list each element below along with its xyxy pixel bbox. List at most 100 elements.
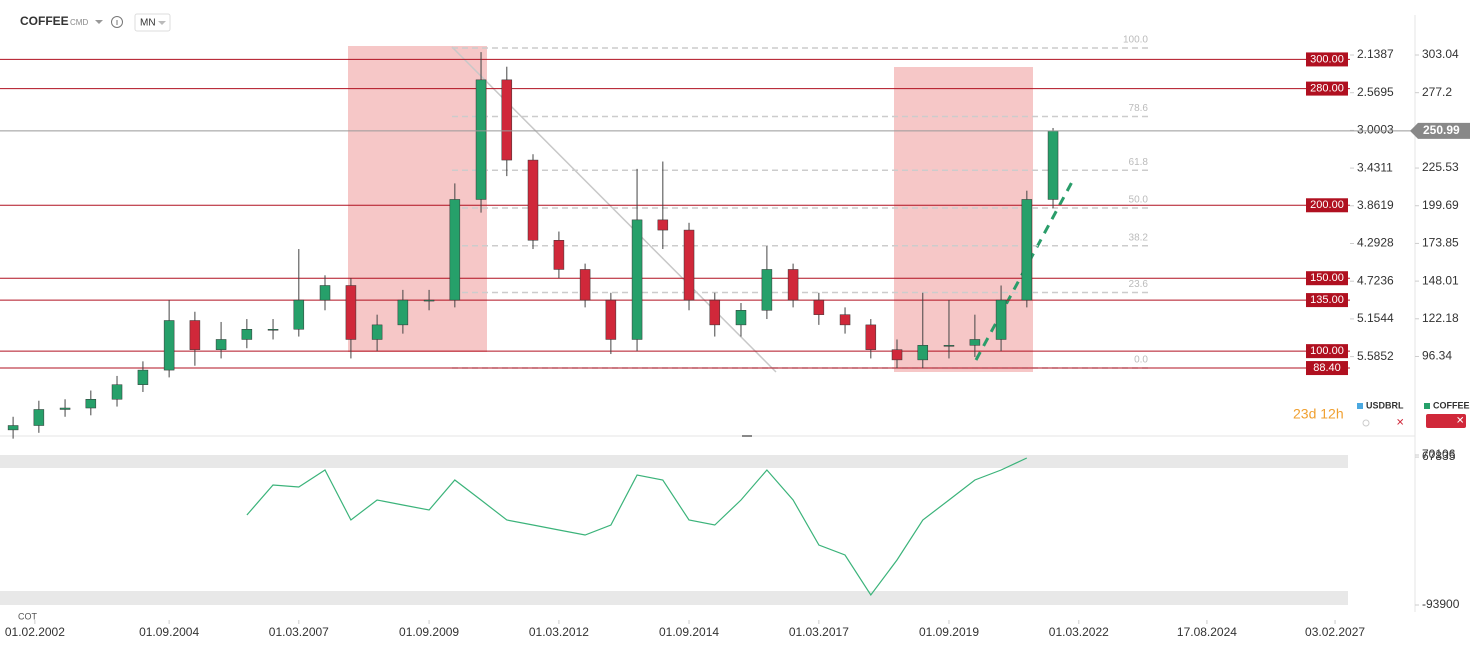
candle-body xyxy=(605,299,617,340)
level-label: 100.00 xyxy=(1310,345,1344,357)
x-tick-label: 01.09.2019 xyxy=(919,625,979,639)
y2-tick-label: 3.0003 xyxy=(1357,123,1394,137)
candle-body xyxy=(293,299,305,330)
candle-body xyxy=(59,407,71,410)
candle-body xyxy=(1021,199,1033,301)
candle-body xyxy=(943,345,955,347)
level-label-box xyxy=(1306,271,1348,286)
fib-label: 38.2 xyxy=(1129,232,1149,243)
fib-label: 78.6 xyxy=(1129,103,1149,114)
info-icon[interactable] xyxy=(111,16,123,28)
candle-body xyxy=(995,299,1007,340)
level-label: 135.00 xyxy=(1310,294,1344,306)
cot-band xyxy=(0,455,1348,468)
level-label: 200.00 xyxy=(1310,199,1344,211)
level-label-box xyxy=(1306,198,1348,213)
y-tick-label: 70106 xyxy=(1422,447,1456,461)
candle-body xyxy=(163,320,175,371)
cot-line xyxy=(246,457,1028,597)
fib-label: 0.0 xyxy=(1134,355,1148,366)
level-label-box xyxy=(1306,293,1348,308)
level-label-box xyxy=(1306,81,1348,96)
symbol-kind: CMD xyxy=(70,18,88,27)
visibility-icon[interactable] xyxy=(1362,419,1370,427)
candle-body xyxy=(761,269,773,311)
candle-body xyxy=(709,299,721,326)
remove-icon[interactable]: ✕ xyxy=(1456,416,1464,427)
remove-icon[interactable]: ✕ xyxy=(1396,418,1404,429)
y2-tick-label: 3.8619 xyxy=(1357,198,1394,212)
candle-body xyxy=(241,329,253,340)
level-label-box xyxy=(1306,361,1348,376)
y2-tick-label: 4.2928 xyxy=(1357,236,1394,250)
interval-select[interactable] xyxy=(134,13,171,32)
symbol[interactable]: COFFEE xyxy=(20,14,69,28)
candle-body xyxy=(813,299,825,315)
series-controls[interactable] xyxy=(1426,414,1466,428)
candle-body xyxy=(527,159,539,241)
candle-body xyxy=(371,324,383,340)
candle-body xyxy=(7,425,19,431)
candle-body xyxy=(865,324,877,350)
candle-body xyxy=(85,399,97,409)
interval-caret xyxy=(158,21,166,25)
y-tick-label: 303.04 xyxy=(1422,47,1459,61)
x-tick-label: 17.08.2024 xyxy=(1177,625,1237,639)
last-price-box xyxy=(1410,122,1470,139)
y-tick-label: 67835 xyxy=(1422,449,1456,463)
candle-body xyxy=(1047,130,1059,200)
x-tick-label: 01.03.2007 xyxy=(269,625,329,639)
x-tick-label: 01.03.2022 xyxy=(1049,625,1109,639)
highlight-zone xyxy=(348,46,487,352)
y-tick-label: 122.18 xyxy=(1422,311,1459,325)
x-tick-label: 01.09.2014 xyxy=(659,625,719,639)
candle-body xyxy=(475,79,487,200)
dropdown-caret[interactable] xyxy=(95,20,103,24)
x-tick-label: 01.09.2004 xyxy=(139,625,199,639)
candle-body xyxy=(423,299,435,302)
y-tick-label: 277.2 xyxy=(1422,85,1452,99)
legend-label[interactable]: COFFEE xyxy=(1433,400,1470,410)
interval-label: MN xyxy=(140,18,156,29)
candle-body xyxy=(449,199,461,301)
x-tick-label: 01.02.2002 xyxy=(5,625,65,639)
y-tick-label: 173.85 xyxy=(1422,236,1459,250)
candle-body xyxy=(33,409,45,426)
y-tick-label: -93900 xyxy=(1422,597,1460,611)
legend-label[interactable]: USDBRL xyxy=(1366,400,1404,410)
level-label-box xyxy=(1306,52,1348,67)
y-tick-label: 225.53 xyxy=(1422,160,1459,174)
level-label: 300.00 xyxy=(1310,53,1344,65)
countdown: 23d 12h xyxy=(1293,406,1344,422)
candle-body xyxy=(501,79,513,161)
candle-body xyxy=(787,269,799,301)
level-label-box xyxy=(1306,344,1348,359)
candle-body xyxy=(189,320,201,350)
x-tick-label: 01.03.2017 xyxy=(789,625,849,639)
indicator-label: COT xyxy=(18,611,38,621)
candle-body xyxy=(579,269,591,301)
candle-body xyxy=(319,285,331,301)
candle-body xyxy=(267,329,279,331)
y2-tick-label: 4.7236 xyxy=(1357,273,1394,287)
candle-body xyxy=(553,240,565,270)
level-label: 150.00 xyxy=(1310,272,1344,284)
highlight-zone xyxy=(894,67,1033,372)
y2-tick-label: 5.1544 xyxy=(1357,311,1394,325)
legend-swatch xyxy=(1357,403,1363,409)
y2-tick-label: 2.5695 xyxy=(1357,85,1394,99)
cot-band xyxy=(0,591,1348,605)
fib-label: 50.0 xyxy=(1129,195,1149,206)
candle-body xyxy=(657,219,669,231)
legend-swatch xyxy=(1424,403,1430,409)
candle-body xyxy=(111,384,123,400)
candle-body xyxy=(137,369,149,385)
candle-body xyxy=(345,285,357,340)
fib-label: 61.8 xyxy=(1129,157,1149,168)
candle-body xyxy=(397,299,409,326)
candle-body xyxy=(891,349,903,361)
candle-body xyxy=(917,345,929,361)
